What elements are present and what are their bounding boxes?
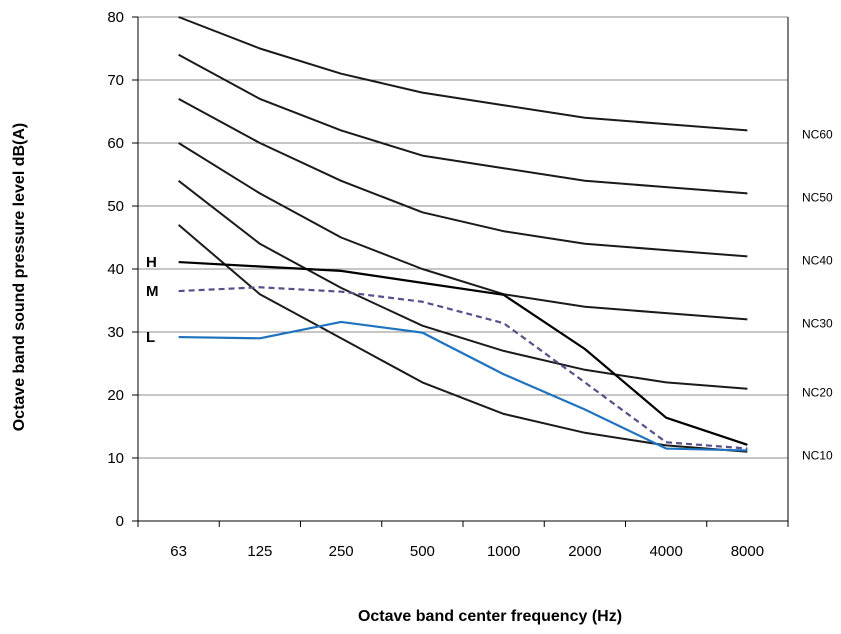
y-tick-labels: 0 10 20 30 40 50 60 70 80 (107, 9, 138, 530)
measurement-series (178, 260, 748, 452)
y-tick-label: 70 (107, 72, 124, 89)
nc-curve-nc40 (178, 98, 748, 258)
x-tick-labels: 63 125 250 500 1000 2000 4000 8000 (137, 521, 789, 560)
series-label-l: L (146, 329, 155, 346)
series-line-h (178, 260, 748, 446)
y-tick-label: 50 (107, 198, 124, 215)
y-tick-label: 0 (116, 513, 124, 530)
series-line-l (178, 320, 748, 452)
nc-reference-curves (177, 16, 748, 453)
nc-label-nc60: NC60 (802, 127, 833, 141)
nc-label-nc30: NC30 (802, 316, 833, 330)
nc-curve-nc20 (178, 180, 748, 390)
y-tick-label: 80 (107, 9, 124, 26)
grid-layer (138, 16, 788, 459)
x-tick-label: 8000 (731, 543, 764, 560)
series-line-m (178, 286, 748, 450)
x-tick-label: 250 (329, 543, 354, 560)
nc-label-nc10: NC10 (802, 449, 833, 463)
y-tick-label: 40 (107, 261, 124, 278)
series-label-m: M (146, 283, 159, 300)
nc-curve-nc50 (178, 53, 748, 195)
series-letter-labels: HM L (146, 254, 159, 346)
x-axis-title: Octave band center frequency (Hz) (358, 608, 622, 625)
x-tick-label: 2000 (568, 543, 601, 560)
nc-label-nc20: NC20 (802, 386, 833, 400)
x-tick-label: 125 (247, 543, 272, 560)
nc-label-nc40: NC40 (802, 253, 833, 267)
y-tick-label: 20 (107, 387, 124, 404)
y-tick-label: 10 (107, 450, 124, 467)
y-tick-label: 30 (107, 324, 124, 341)
y-axis-title: Octave band sound pressure level dB(A) (11, 123, 28, 432)
nc-curve-nc10 (177, 224, 748, 453)
x-tick-label: 63 (170, 543, 187, 560)
x-tick-label: 4000 (649, 543, 682, 560)
x-tick-label: 1000 (487, 543, 520, 560)
nc-curve-nc60 (178, 16, 748, 132)
nc-curve-nc30 (178, 142, 748, 321)
nc-curve-labels: NC60 NC50 NC40 NC30 NC20 NC10 (802, 127, 833, 462)
x-tick-label: 500 (410, 543, 435, 560)
series-label-h: H (146, 254, 157, 271)
y-tick-label: 60 (107, 135, 124, 152)
nc-label-nc50: NC50 (802, 190, 833, 204)
